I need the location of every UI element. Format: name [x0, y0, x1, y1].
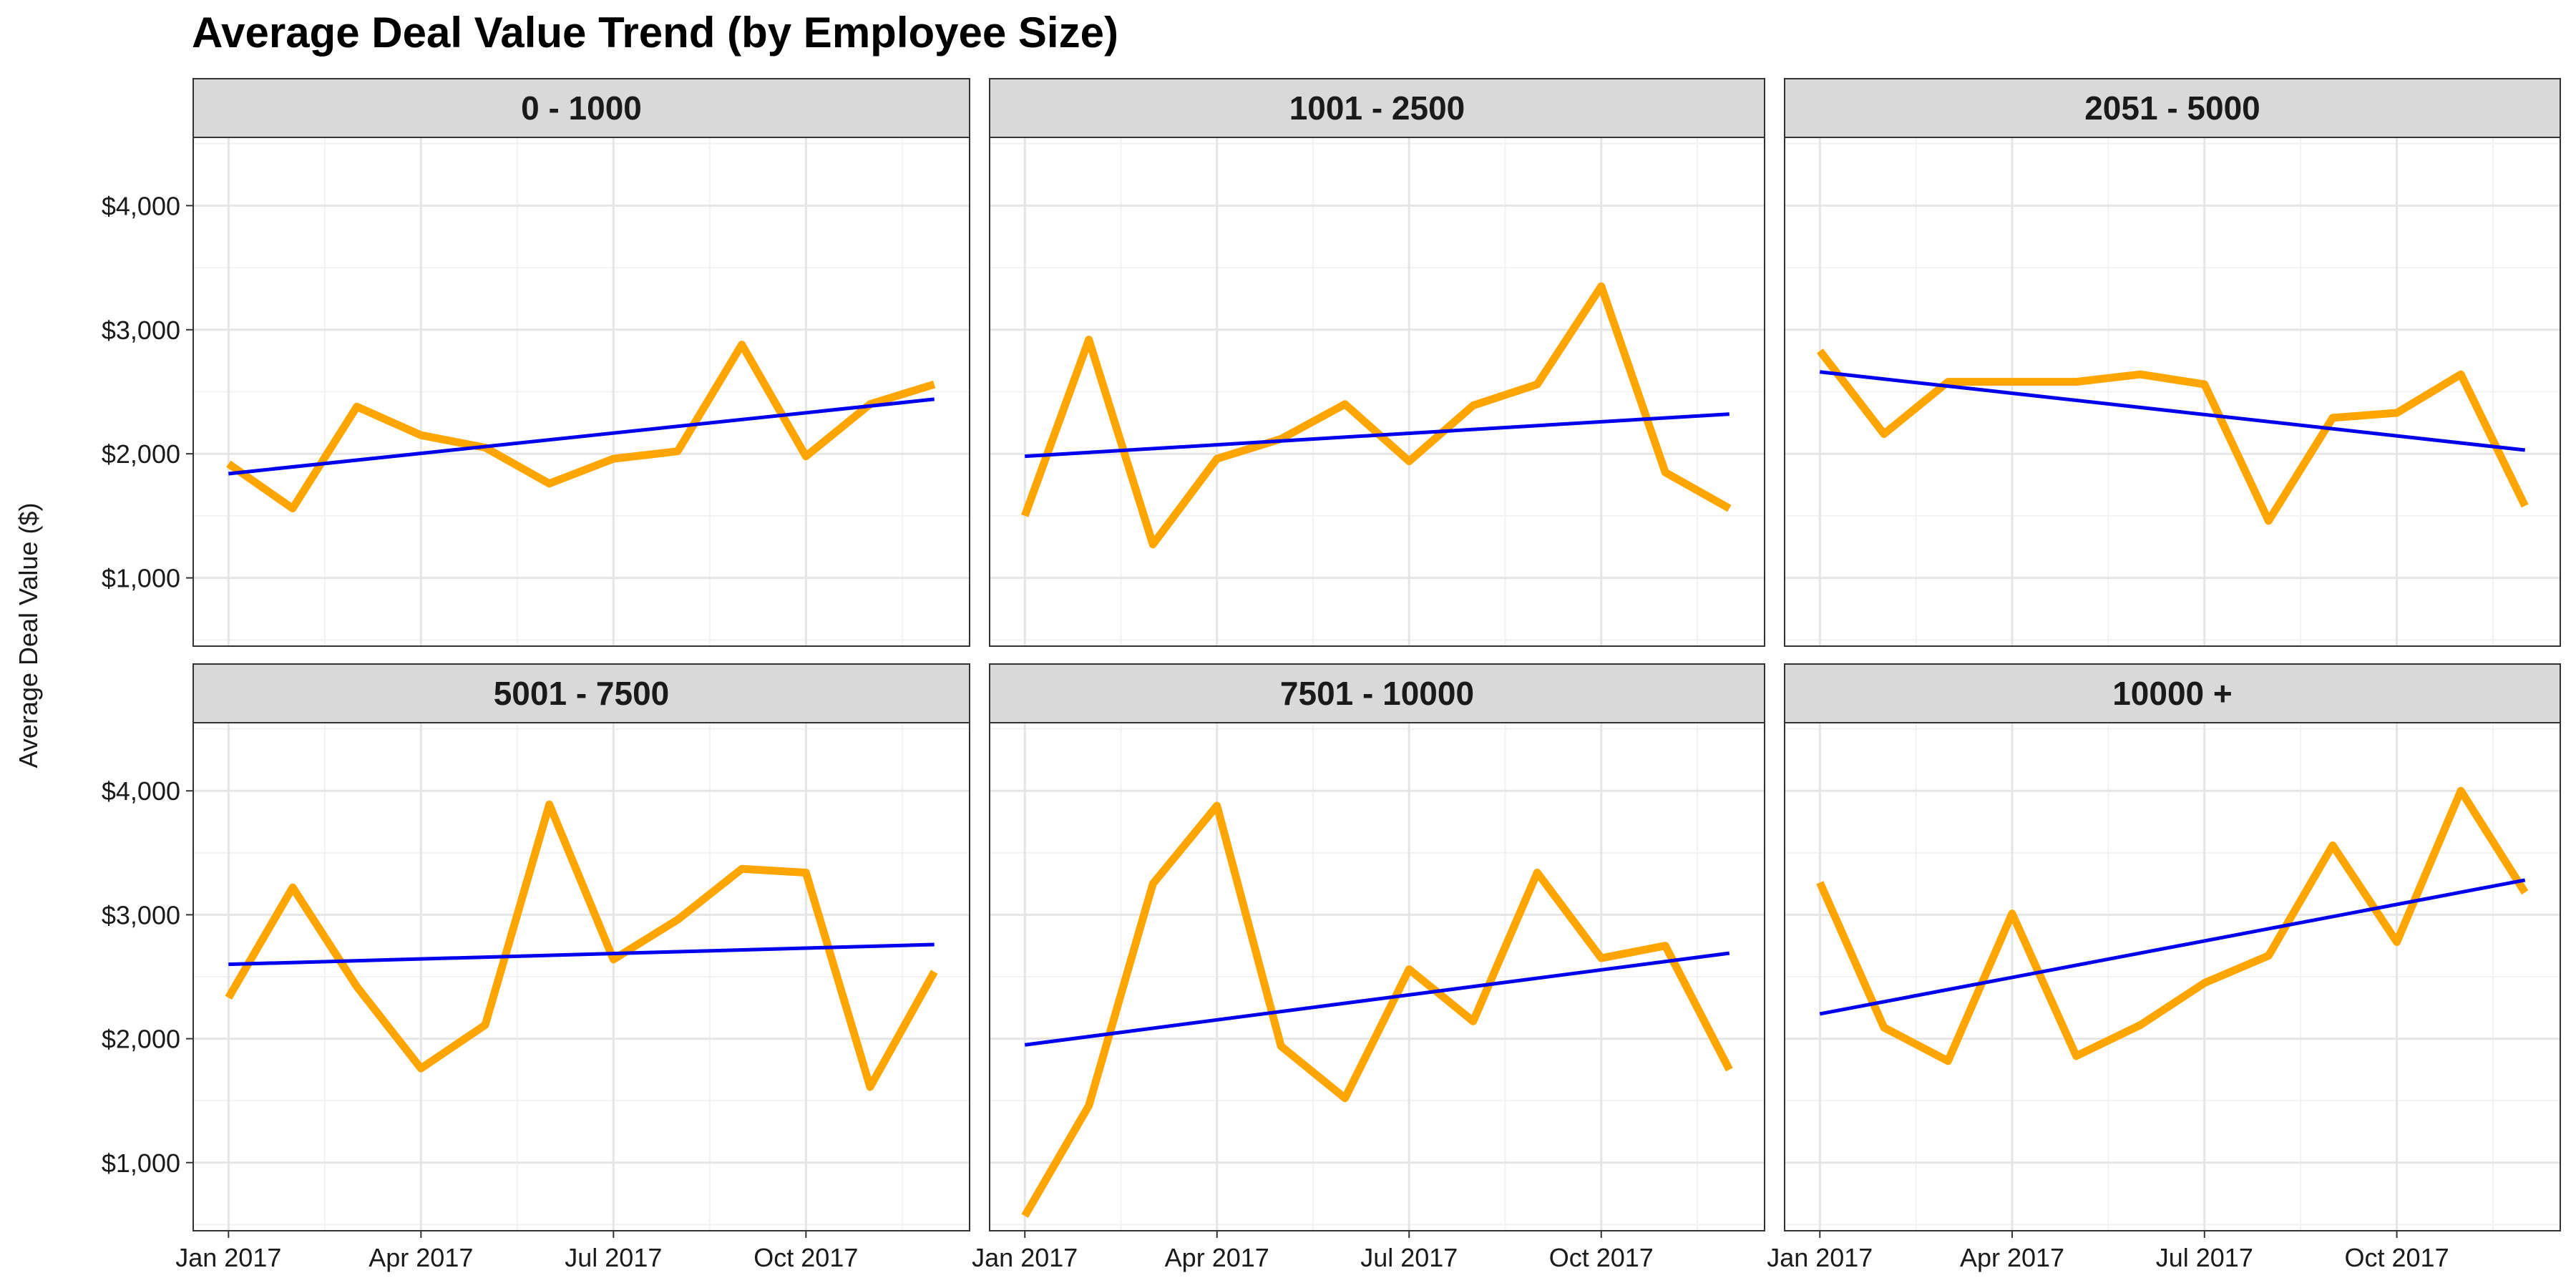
facet-strip-label: 1001 - 2500 [1289, 89, 1465, 127]
facet-panel: 10000 + Jan 2017 Apr 2017 Jul 2017 Oct 2017 [1767, 663, 2561, 1272]
x-tick-label: Oct 2017 [753, 1243, 858, 1272]
panel-border [192, 722, 970, 1231]
facet-strip [192, 663, 970, 723]
panel-border [1784, 722, 2561, 1231]
panel-border [989, 722, 1765, 1231]
panel-border [989, 137, 1765, 647]
y-tick-label: $2,000 [102, 439, 180, 469]
facet-strip-label: 2051 - 5000 [2084, 89, 2260, 127]
x-tick-label: Jul 2017 [1360, 1243, 1458, 1272]
trend-line [1025, 412, 1729, 459]
facet-strip-label: 7501 - 10000 [1280, 675, 1474, 712]
x-tick-label: Jan 2017 [1767, 1243, 1873, 1272]
x-tick-label: Apr 2017 [1165, 1243, 1269, 1272]
trend-line [1819, 878, 2526, 1016]
series-line [1021, 801, 1733, 1218]
panels-group: 0 - 1000 $1,000 $2,000 $3,000 $4,000 1001 - 2… [102, 78, 2561, 1272]
x-tick-label: Jan 2017 [972, 1243, 1078, 1272]
chart-title: Average Deal Value Trend (by Employee Si… [192, 9, 1118, 57]
facet-panel: 7501 - 10000 Jan 2017 Apr 2017 Jul 2017 Oct … [972, 663, 1765, 1272]
y-tick-label: $2,000 [102, 1025, 180, 1054]
series-line [1816, 348, 2529, 525]
trend-line [1024, 951, 1730, 1047]
series-line [1816, 786, 2529, 1065]
y-tick-label: $3,000 [102, 900, 180, 930]
facet-strip-label: 0 - 1000 [521, 89, 642, 127]
trend-line [1819, 370, 2526, 452]
series-line [226, 341, 936, 512]
series-line [1021, 282, 1732, 549]
y-tick-label: $4,000 [102, 776, 180, 806]
facet-panel: 2051 - 5000 [1784, 78, 2561, 647]
facet-strip-label: 10000 + [2112, 675, 2233, 712]
y-axis-label: Average Deal Value ($) [14, 503, 43, 769]
series-line [225, 800, 938, 1091]
y-tick-label: $1,000 [102, 1148, 180, 1178]
x-tick-label: Apr 2017 [1960, 1243, 2064, 1272]
x-tick-label: Apr 2017 [369, 1243, 473, 1272]
facet-strip [989, 663, 1765, 723]
x-tick-label: Oct 2017 [1549, 1243, 1654, 1272]
x-tick-label: Jul 2017 [2156, 1243, 2253, 1272]
y-tick-label: $4,000 [102, 191, 180, 220]
x-tick-label: Jul 2017 [565, 1243, 662, 1272]
x-tick-label: Jan 2017 [175, 1243, 281, 1272]
trend-line [228, 397, 935, 476]
y-tick-label: $3,000 [102, 316, 180, 345]
panel-border [1784, 137, 2561, 647]
facet-strip [192, 78, 970, 138]
facet-strip-label: 5001 - 7500 [494, 675, 670, 712]
panel-border [192, 137, 970, 647]
trend-line [228, 942, 935, 967]
facet-strip [989, 78, 1765, 138]
y-tick-label: $1,000 [102, 564, 180, 593]
facet-strip [1784, 78, 2561, 138]
x-tick-label: Oct 2017 [2345, 1243, 2449, 1272]
facet-panel: 1001 - 2500 [989, 78, 1765, 647]
facet-panel: 5001 - 7500 $1,000 $2,000 $3,000 $4,000 Jan 2… [102, 663, 970, 1272]
facet-panel: 0 - 1000 $1,000 $2,000 $3,000 $4,000 [102, 78, 970, 647]
